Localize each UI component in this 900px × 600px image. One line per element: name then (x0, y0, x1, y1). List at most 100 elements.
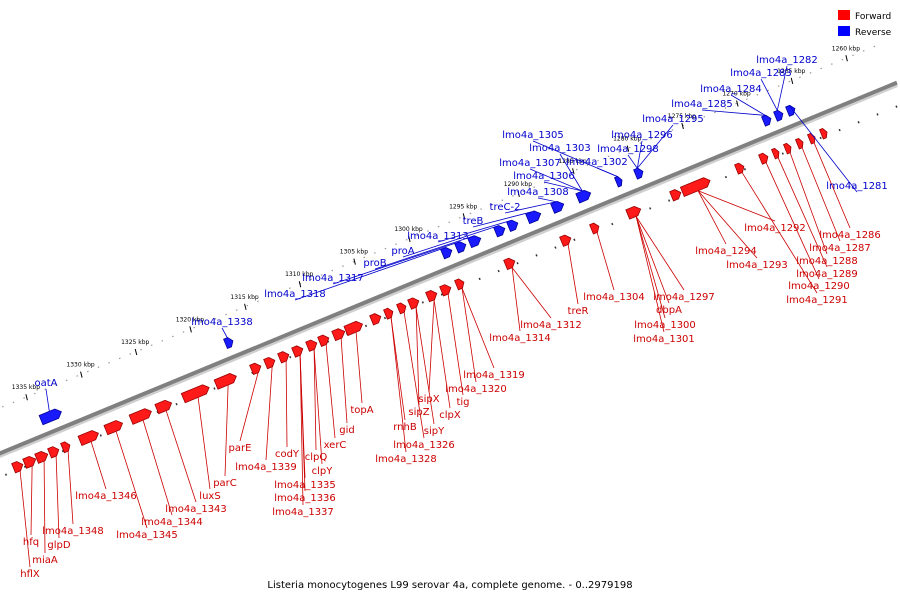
reverse-gene-label[interactable]: proB (363, 258, 386, 269)
reverse-gene-label[interactable]: lmo4a_1308 (507, 187, 569, 198)
reverse-gene-label[interactable]: lmo4a_1285 (671, 99, 733, 110)
forward-gene-arrow (559, 234, 572, 247)
forward-gene-label[interactable]: clpQ (305, 452, 328, 463)
forward-gene-label[interactable]: xerC (324, 440, 347, 451)
forward-gene-label[interactable]: lmo4a_1293 (726, 260, 788, 271)
forward-gene-label[interactable]: lmo4a_1328 (375, 454, 437, 465)
forward-gene-label-leader (511, 267, 521, 332)
forward-gene-label-leader (461, 288, 477, 383)
genome-caption: Listeria monocytogenes L99 serovar 4a, c… (267, 580, 632, 591)
reverse-gene-label[interactable]: lmo4a_1306 (513, 171, 575, 182)
forward-gene-label[interactable]: lmo4a_1337 (272, 507, 334, 518)
forward-gene-arrow (343, 320, 364, 337)
forward-gene-label[interactable]: clpX (439, 410, 461, 421)
forward-gene-label[interactable]: lmo4a_1320 (445, 384, 507, 395)
forward-gene-label[interactable]: lmo4a_1289 (796, 269, 858, 280)
forward-gene-label-leader (741, 172, 818, 294)
forward-gene-label[interactable]: lmo4a_1300 (634, 320, 696, 331)
reverse-gene-arrow (454, 241, 467, 254)
forward-gene-arrow (589, 222, 600, 235)
forward-gene-label[interactable]: lmo4a_1286 (819, 230, 881, 241)
forward-gene-label[interactable]: lmo4a_1301 (633, 334, 695, 345)
forward-gene-label[interactable]: lmo4a_1326 (393, 440, 455, 451)
reverse-gene-label[interactable]: lmo4a_1295 (642, 114, 704, 125)
forward-gene-label[interactable]: codY (275, 449, 300, 460)
ruler-tick (353, 258, 356, 265)
reverse-gene-label[interactable]: lmo4a_1317 (302, 273, 364, 284)
forward-gene-label[interactable]: lmo4a_1287 (809, 243, 871, 254)
reverse-gene-arrow (773, 109, 784, 122)
reverse-gene-label[interactable]: lmo4a_1283 (730, 68, 792, 79)
reverse-gene-arrow (761, 114, 772, 127)
reverse-gene-label[interactable]: treC-2 (490, 202, 521, 213)
forward-gene-label[interactable]: hfq (23, 537, 39, 548)
forward-gene-label[interactable]: parE (229, 443, 252, 454)
forward-gene-label[interactable]: sipY (424, 426, 445, 437)
reverse-gene-label[interactable]: oatA (34, 378, 57, 389)
forward-gene-label-leader (415, 307, 435, 425)
forward-gene-arrow (818, 128, 828, 140)
reverse-gene-label-leader (221, 327, 228, 338)
forward-gene-label-leader (511, 267, 552, 319)
reverse-gene-label-leader (596, 167, 618, 177)
forward-gene-label[interactable]: sipX (418, 394, 439, 405)
reverse-gene-arrow (493, 225, 506, 238)
reverse-gene-label[interactable]: lmo4a_1282 (756, 55, 818, 66)
reverse-gene-label[interactable]: lmo4a_1302 (566, 157, 628, 168)
forward-gene-label[interactable]: lmo4a_1346 (75, 491, 137, 502)
forward-gene-arrow (734, 162, 745, 175)
reverse-gene-label-leader (788, 105, 858, 193)
reverse-gene-label-leader (537, 197, 557, 203)
forward-gene-label[interactable]: lmo4a_1292 (744, 223, 806, 234)
forward-gene-label-leader (415, 307, 420, 406)
reverse-gene-label[interactable]: lmo4a_1296 (611, 130, 673, 141)
ruler-tick (572, 168, 575, 175)
reverse-gene-label[interactable]: lmo4a_1305 (502, 130, 564, 141)
forward-gene-label[interactable]: lmo4a_1344 (141, 517, 203, 528)
forward-gene-label[interactable]: lmo4a_1348 (42, 526, 104, 537)
forward-gene-label[interactable]: luxS (199, 491, 220, 502)
forward-gene-label[interactable]: lmo4a_1336 (274, 493, 336, 504)
reverse-gene-label[interactable]: lmo4a_1284 (700, 84, 762, 95)
reverse-gene-label[interactable]: lmo4a_1338 (191, 317, 253, 328)
forward-gene-label[interactable]: sipZ (408, 407, 429, 418)
forward-gene-label[interactable]: topA (350, 405, 373, 416)
forward-gene-label[interactable]: lmo4a_1294 (695, 246, 757, 257)
reverse-gene-label[interactable]: lmo4a_1307 (499, 158, 561, 169)
forward-gene-label[interactable]: rnhB (393, 422, 417, 433)
forward-gene-label[interactable]: gid (339, 425, 354, 436)
forward-gene-label[interactable]: lmo4a_1290 (788, 281, 850, 292)
forward-gene-label[interactable]: lmo4a_1288 (796, 256, 858, 267)
reverse-gene-label[interactable]: lmo4a_1303 (529, 143, 591, 154)
forward-gene-label[interactable]: treR (568, 306, 589, 317)
forward-gene-label-leader (165, 410, 197, 503)
forward-gene-label[interactable]: lmo4a_1314 (489, 333, 551, 344)
reverse-gene-label[interactable]: lmo4a_1313 (407, 231, 469, 242)
forward-gene-label[interactable]: lmo4a_1343 (165, 504, 227, 515)
forward-gene-label[interactable]: lmo4a_1312 (520, 320, 582, 331)
forward-gene-label[interactable]: lmo4a_1291 (786, 295, 848, 306)
reverse-gene-label[interactable]: lmo4a_1281 (826, 181, 888, 192)
ruler-tick (462, 213, 466, 220)
forward-gene-label-leader (567, 244, 579, 305)
forward-gene-label[interactable]: lmo4a_1345 (116, 530, 178, 541)
forward-gene-label[interactable]: lmo4a_1339 (235, 462, 297, 473)
reverse-gene-label[interactable]: lmo4a_1298 (597, 144, 659, 155)
forward-gene-label[interactable]: lmo4a_1297 (653, 292, 715, 303)
forward-gene-label-leader (43, 461, 46, 554)
forward-gene-label[interactable]: lmo4a_1304 (583, 292, 645, 303)
forward-gene-label[interactable]: dbpA (656, 305, 682, 316)
forward-gene-label[interactable]: miaA (32, 555, 58, 566)
forward-gene-label-leader (390, 317, 406, 421)
forward-gene-label[interactable]: clpY (312, 466, 334, 477)
reverse-gene-label[interactable]: proA (391, 246, 414, 257)
forward-gene-label[interactable]: parC (213, 478, 237, 489)
reverse-gene-label[interactable]: treB (463, 216, 484, 227)
forward-gene-label[interactable]: glpD (47, 540, 70, 551)
reverse-gene-label[interactable]: lmo4a_1318 (264, 289, 326, 300)
forward-gene-label[interactable]: lmo4a_1319 (463, 370, 525, 381)
forward-gene-label[interactable]: tig (456, 397, 469, 408)
forward-gene-label[interactable]: hflX (20, 569, 40, 580)
reverse-gene-arrow (614, 175, 623, 188)
